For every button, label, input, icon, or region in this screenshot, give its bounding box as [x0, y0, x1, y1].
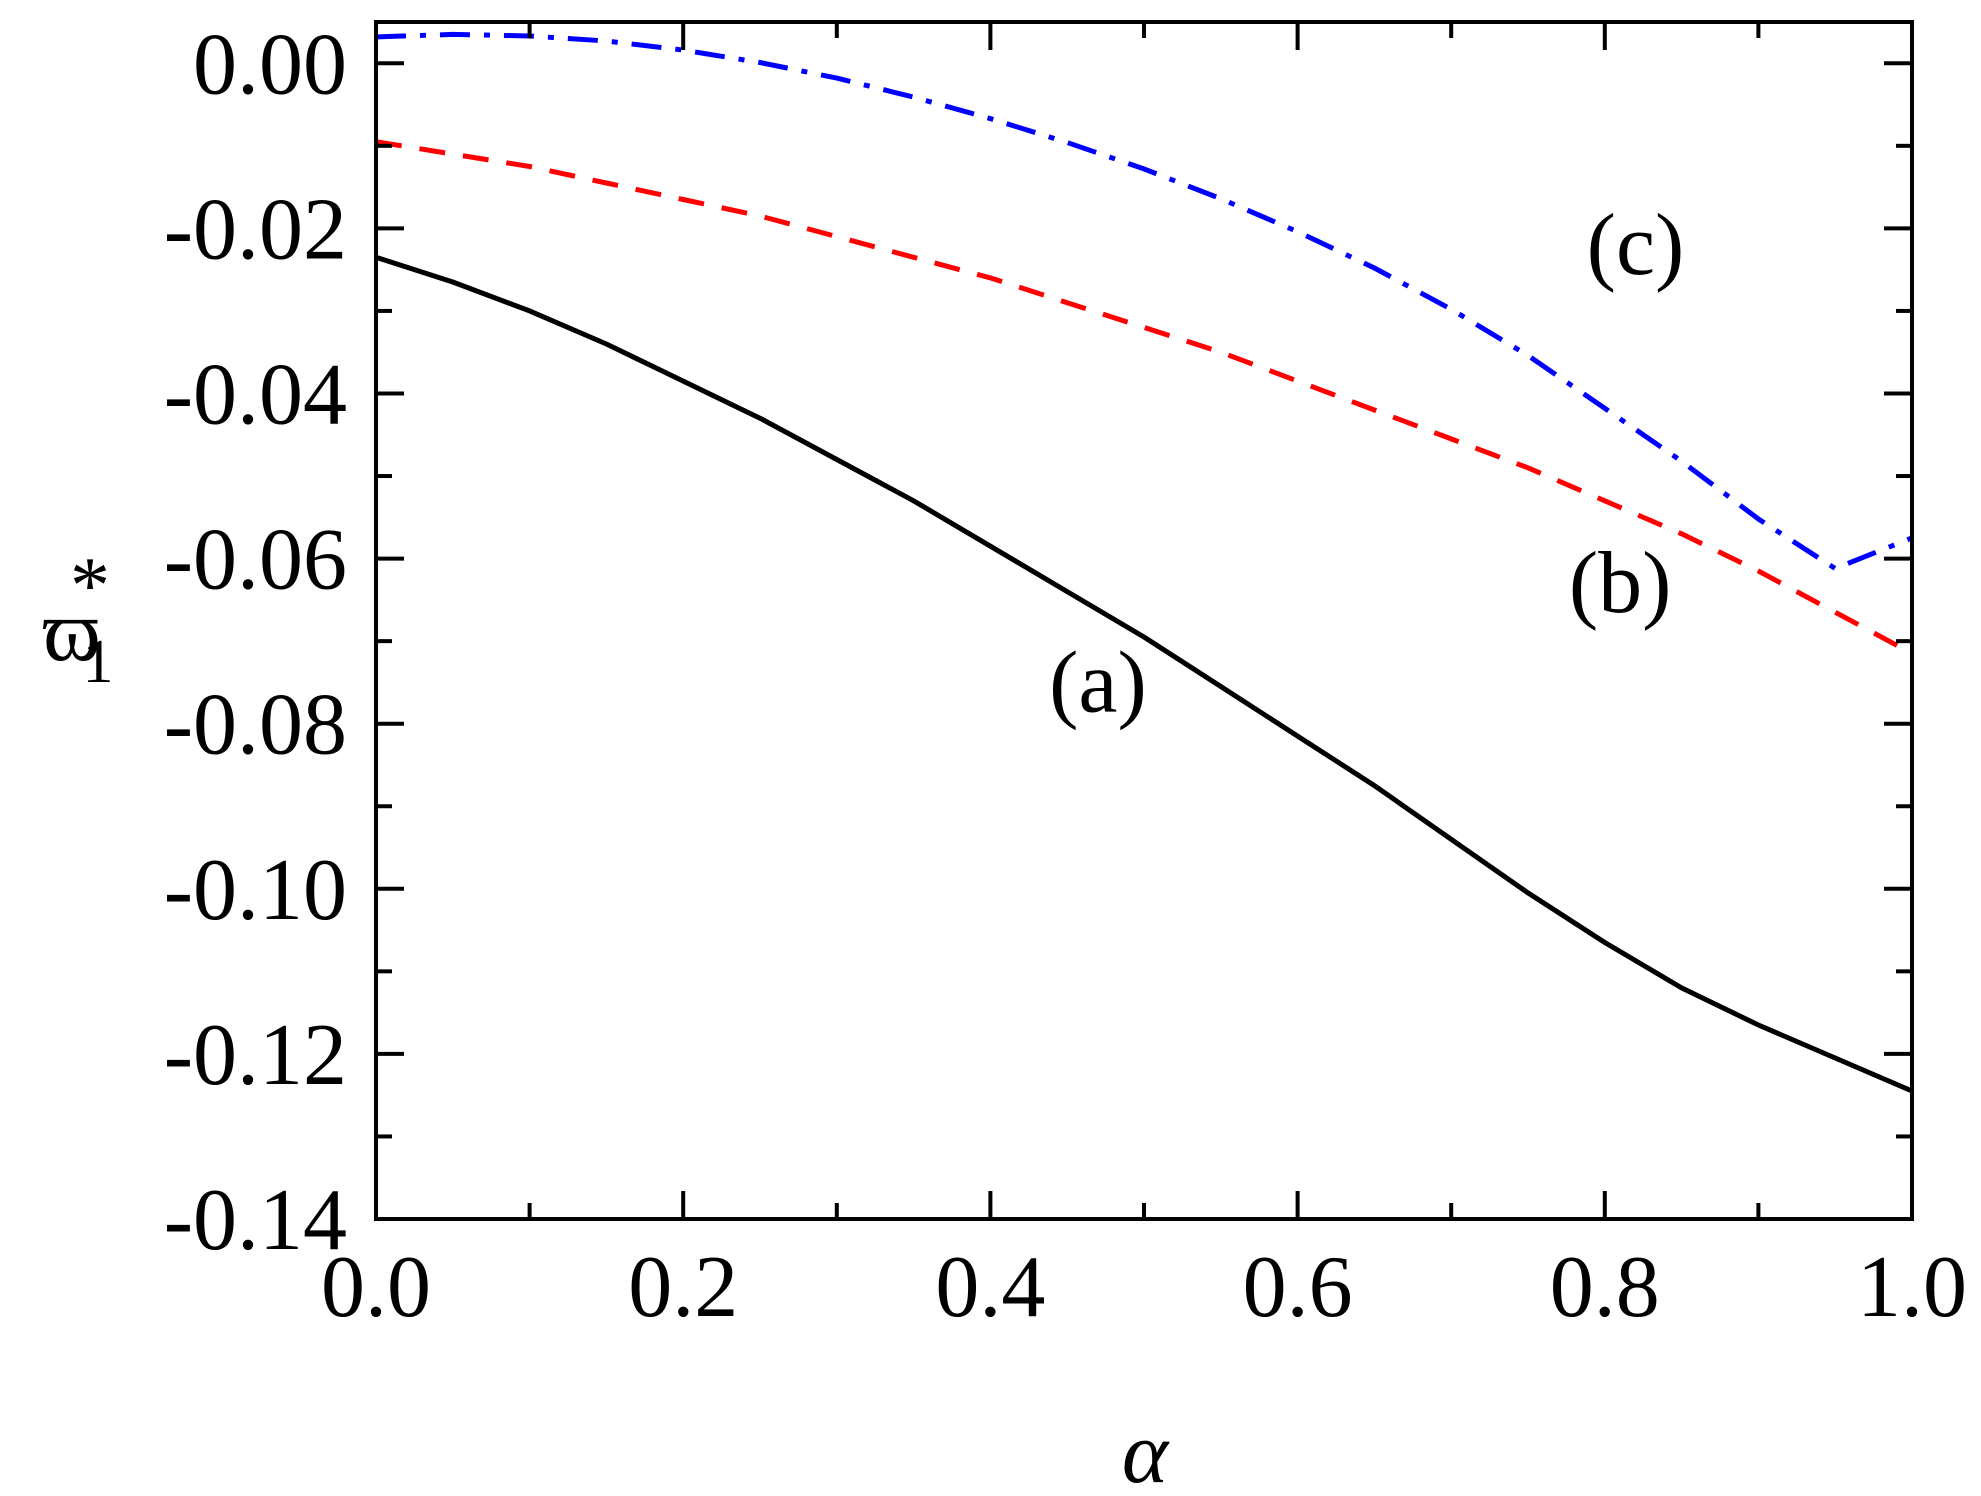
- series-line-c: [375, 31, 1913, 571]
- x-axis-ticks: [374, 22, 1914, 1219]
- x-axis-label: α: [1122, 1405, 1170, 1496]
- curve-labels: (a) (b) (c): [1049, 197, 1684, 732]
- y-axis-label-base: ϖ: [43, 583, 101, 680]
- curve-label-a: (a): [1049, 634, 1147, 731]
- y-axis-ticks: [376, 61, 1912, 1221]
- x-tick-label: 1.0: [1857, 1239, 1967, 1336]
- series-line-a: [375, 254, 1913, 1094]
- y-axis-label-superscript: *: [70, 542, 110, 630]
- curve-label-b: (b): [1569, 535, 1672, 632]
- y-tick-label: -0.08: [164, 677, 347, 774]
- y-tick-label: -0.12: [164, 1007, 347, 1104]
- curve-label-c: (c): [1587, 197, 1685, 294]
- y-tick-label: -0.14: [164, 1172, 347, 1269]
- data-curves: [375, 31, 1914, 1094]
- x-tick-label: 0.6: [1243, 1239, 1353, 1336]
- y-tick-label: -0.04: [164, 346, 347, 443]
- series-line-b: [375, 139, 1914, 656]
- y-tick-label: -0.02: [164, 181, 347, 278]
- y-tick-label: 0.00: [193, 16, 347, 113]
- x-tick-label: 0.2: [628, 1239, 738, 1336]
- x-tick-labels: 0.0 0.2 0.4 0.6 0.8 1.0: [321, 1239, 1967, 1336]
- y-tick-label: -0.06: [164, 512, 347, 609]
- x-tick-label: 0.4: [935, 1239, 1045, 1336]
- x-tick-label: 0.0: [321, 1239, 431, 1336]
- x-tick-label: 0.8: [1550, 1239, 1660, 1336]
- y-tick-labels: 0.00 -0.02 -0.04 -0.06 -0.08 -0.10 -0.12 -0.14: [164, 16, 347, 1269]
- y-axis-label: ϖ 1 *: [43, 542, 113, 696]
- y-axis-label-subscript: 1: [83, 628, 114, 696]
- y-tick-label: -0.10: [164, 842, 347, 939]
